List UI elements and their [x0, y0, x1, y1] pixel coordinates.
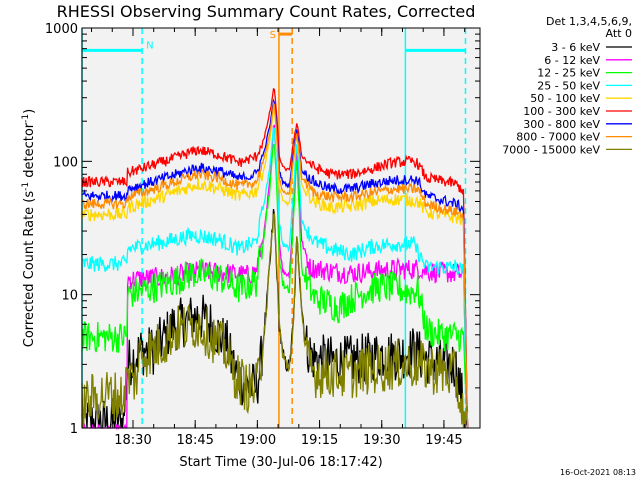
- detector-info-line-2: Att 0: [606, 27, 632, 40]
- y-axis-label-part-3: ): [22, 109, 37, 114]
- x-tick-label-1: 18:45: [176, 433, 213, 448]
- y-axis-label-part-1: Corrected Count Rate (s: [22, 191, 37, 348]
- y-axis-label-sup-1: -1: [21, 182, 31, 191]
- night-bar-label-0: N: [146, 40, 153, 51]
- detector-info-line-1: Det 1,3,4,5,6,9,: [546, 15, 632, 28]
- x-tick-label-2: 19:00: [239, 433, 276, 448]
- legend-label-8: 7000 - 15000 keV: [502, 143, 600, 156]
- y-axis-label: Corrected Count Rate (s-1 detector-1): [21, 109, 37, 347]
- y-tick-label-1: 100: [53, 155, 78, 170]
- legend-label-6: 300 - 800 keV: [523, 118, 600, 131]
- saa-bar-label: S: [270, 30, 276, 41]
- series-line-8: [81, 212, 469, 429]
- y-tick-label-3: 1: [70, 422, 78, 437]
- y-axis-label-sup-2: -1: [21, 114, 31, 123]
- x-tick-label-0: 18:30: [114, 433, 151, 448]
- x-tick-label-4: 19:30: [363, 433, 400, 448]
- series-line-3: [81, 127, 469, 429]
- legend-label-3: 25 - 50 keV: [537, 79, 600, 92]
- series-line-2: [81, 143, 469, 422]
- legend-label-2: 12 - 25 keV: [537, 67, 600, 80]
- legend-label-0: 3 - 6 keV: [551, 41, 600, 54]
- y-axis-label-part-2: detector: [22, 122, 37, 182]
- x-tick-label-3: 19:15: [301, 433, 338, 448]
- x-axis-label: Start Time (30-Jul-06 18:17:42): [179, 455, 382, 470]
- legend-label-4: 50 - 100 keV: [530, 92, 600, 105]
- chart-title: RHESSI Observing Summary Count Rates, Co…: [57, 2, 476, 21]
- series-layer: [81, 87, 469, 431]
- footer-timestamp: 16-Oct-2021 08:13: [560, 468, 636, 477]
- legend-label-7: 800 - 7000 keV: [516, 131, 600, 144]
- axes-layer: 18:30 18:45 19:00 19:15 19:30 19:45 1000 100 10 1: [45, 22, 480, 448]
- legend-label-1: 6 - 12 keV: [544, 54, 600, 67]
- plot-frame: [81, 27, 481, 429]
- series-line-7: [81, 101, 469, 429]
- x-tick-label-5: 19:45: [425, 433, 462, 448]
- legend-label-5: 100 - 300 keV: [523, 105, 600, 118]
- series-line-5: [81, 87, 469, 429]
- y-tick-label-0: 1000: [45, 22, 78, 37]
- y-tick-label-2: 10: [61, 289, 78, 304]
